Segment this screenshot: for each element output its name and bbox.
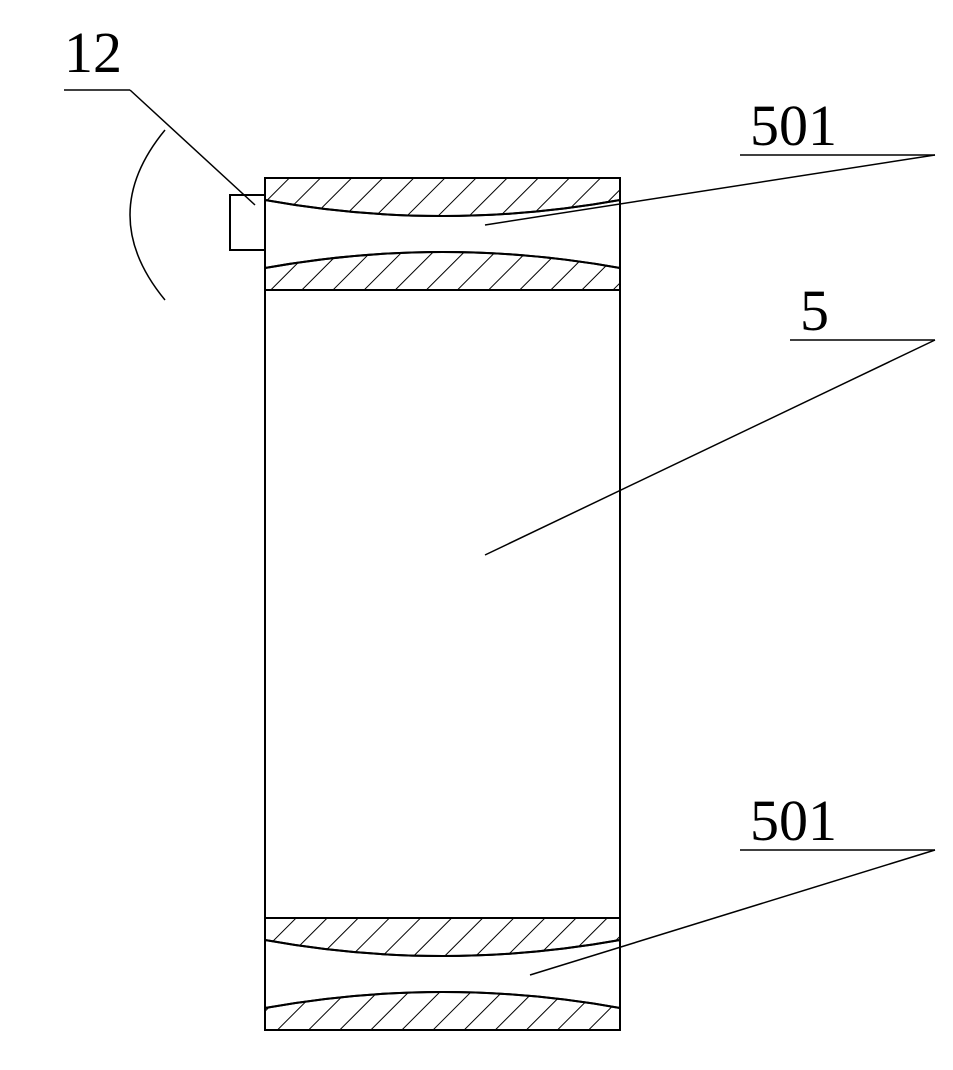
label-text: 501 [750,788,837,853]
label-text: 12 [64,20,122,85]
hatched-wall [265,178,620,216]
label-text: 501 [750,93,837,158]
cylinder-body [265,178,620,1030]
label-text: 5 [800,278,829,343]
port-12 [230,195,265,250]
hatched-wall [265,992,620,1030]
hatched-wall [265,918,620,956]
brace [130,130,165,300]
leader [130,90,255,205]
hatched-wall [265,252,620,290]
leader [530,850,935,975]
leader [485,340,935,555]
